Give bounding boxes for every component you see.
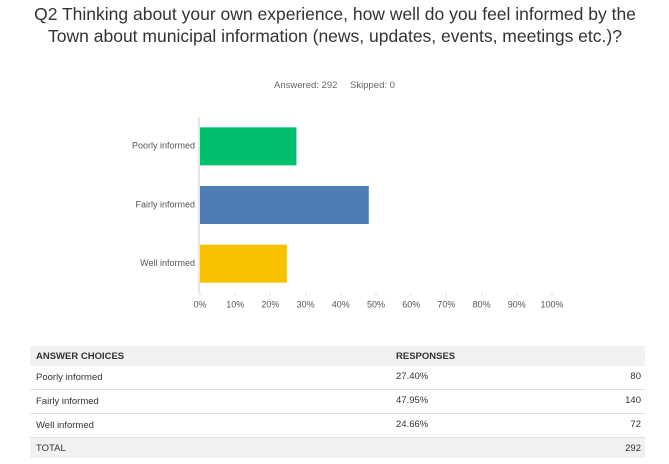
- header-cell: ANSWER CHOICES: [30, 346, 390, 366]
- chart-title: Q2 Thinking about your own experience, h…: [34, 4, 636, 46]
- x-tick-label: 90%: [508, 299, 526, 309]
- x-tick-label: 60%: [402, 299, 420, 309]
- x-tick-label: 20%: [261, 299, 279, 309]
- bar: [200, 186, 369, 224]
- x-tick-label: 80%: [473, 299, 491, 309]
- table-row: Poorly informed 27.40% 80: [30, 366, 645, 390]
- table-row: Well informed 24.66% 72: [30, 413, 645, 438]
- x-tick-label: 50%: [367, 299, 385, 309]
- response-cell: 27.40% 80: [390, 366, 645, 390]
- chart: 0% 10% 20% 30% 40% 50% 60% 70% 80% 90% 100% Poorly …: [132, 117, 564, 309]
- x-tick-label: 30%: [297, 299, 315, 309]
- bar: [200, 127, 297, 166]
- response-summary: Answered: 292 Skipped: 0: [0, 80, 669, 91]
- answered: Answered: 292: [274, 80, 338, 91]
- total-row: TOTAL 292: [30, 437, 645, 458]
- response-count: 140: [625, 395, 641, 406]
- response-percent: 24.66%: [396, 419, 429, 430]
- total-cell: 292: [390, 437, 645, 458]
- total-count: 292: [625, 443, 641, 454]
- bar: [200, 244, 287, 283]
- header-cell: RESPONSES: [390, 346, 645, 366]
- response-count: 80: [630, 371, 641, 382]
- header-row: ANSWER CHOICES RESPONSES: [30, 346, 645, 366]
- response-count: 72: [630, 419, 641, 430]
- y-tick-label: Fairly informed: [135, 199, 195, 209]
- skipped: Skipped: 0: [350, 80, 395, 91]
- table-row: Fairly informed 47.95% 140: [30, 389, 645, 414]
- x-tick-label: 10%: [226, 299, 244, 309]
- y-tick-label: Well informed: [140, 258, 195, 268]
- x-tick-label: 100%: [540, 299, 563, 309]
- response-cell: 24.66% 72: [390, 413, 645, 438]
- answer-choice: Poorly informed: [30, 366, 390, 390]
- answer-choice: Fairly informed: [30, 389, 390, 414]
- x-tick-label: 0%: [193, 299, 206, 309]
- total-label: TOTAL: [30, 437, 390, 458]
- answer-choice: Well informed: [30, 413, 390, 438]
- x-tick-label: 70%: [437, 299, 455, 309]
- response-table: ANSWER CHOICES RESPONSES Poorly informed…: [30, 346, 645, 458]
- response-percent: 47.95%: [396, 395, 429, 406]
- x-tick-label: 40%: [332, 299, 350, 309]
- response-percent: 27.40%: [396, 371, 429, 382]
- y-tick-label: Poorly informed: [132, 141, 195, 151]
- response-cell: 47.95% 140: [390, 389, 645, 414]
